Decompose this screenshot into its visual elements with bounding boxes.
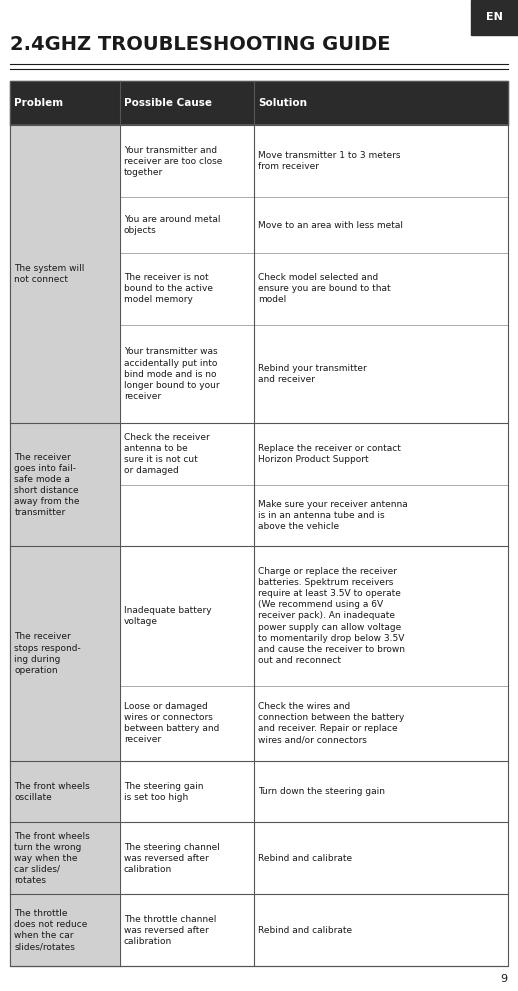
Bar [10, 423, 120, 546]
Bar [471, 0, 518, 35]
Text: Rebind your transmitter
and receiver: Rebind your transmitter and receiver [258, 364, 367, 385]
Bar [120, 125, 254, 197]
Text: The receiver is not
bound to the active
model memory: The receiver is not bound to the active … [124, 274, 213, 304]
Text: EN: EN [486, 12, 503, 23]
Bar [120, 253, 254, 325]
Text: Rebind and calibrate: Rebind and calibrate [258, 854, 352, 863]
Text: Turn down the steering gain: Turn down the steering gain [258, 787, 385, 796]
Text: Check the wires and
connection between the battery
and receiver. Repair or repla: Check the wires and connection between t… [258, 702, 405, 744]
Bar [254, 823, 508, 894]
Bar [254, 894, 508, 966]
Bar [120, 686, 254, 761]
Text: The front wheels
turn the wrong
way when the
car slides/
rotates: The front wheels turn the wrong way when… [15, 831, 90, 885]
Text: Replace the receiver or contact
Horizon Product Support: Replace the receiver or contact Horizon … [258, 444, 401, 464]
Text: The steering channel
was reversed after
calibration: The steering channel was reversed after … [124, 842, 220, 874]
Text: 2.4GHZ TROUBLESHOOTING GUIDE: 2.4GHZ TROUBLESHOOTING GUIDE [10, 35, 391, 55]
Bar [254, 125, 508, 197]
Bar [120, 823, 254, 894]
Text: The receiver
stops respond-
ing during
operation: The receiver stops respond- ing during o… [15, 632, 81, 675]
Bar [120, 546, 254, 686]
Text: The front wheels
oscillate: The front wheels oscillate [15, 782, 90, 802]
Text: The receiver
goes into fail-
safe mode a
short distance
away from the
transmitte: The receiver goes into fail- safe mode a… [15, 453, 80, 517]
Text: Loose or damaged
wires or connectors
between battery and
receiver: Loose or damaged wires or connectors bet… [124, 702, 219, 744]
Bar [10, 761, 120, 823]
Bar [254, 253, 508, 325]
Bar [120, 761, 254, 823]
Text: Move transmitter 1 to 3 meters
from receiver: Move transmitter 1 to 3 meters from rece… [258, 152, 400, 171]
Bar [10, 894, 120, 966]
Bar [254, 686, 508, 761]
Bar [120, 894, 254, 966]
Text: You are around metal
objects: You are around metal objects [124, 215, 220, 235]
Text: Check model selected and
ensure you are bound to that
model: Check model selected and ensure you are … [258, 274, 391, 304]
Text: Solution: Solution [258, 98, 307, 108]
Text: Your transmitter was
accidentally put into
bind mode and is no
longer bound to y: Your transmitter was accidentally put in… [124, 348, 219, 400]
Bar [254, 197, 508, 253]
Text: Make sure your receiver antenna
is in an antenna tube and is
above the vehicle: Make sure your receiver antenna is in an… [258, 500, 408, 531]
Bar [10, 546, 120, 761]
Bar [120, 197, 254, 253]
Bar [254, 546, 508, 686]
Text: Problem: Problem [15, 98, 64, 108]
Bar [10, 125, 120, 423]
Bar [254, 423, 508, 485]
Text: Check the receiver
antenna to be
sure it is not cut
or damaged: Check the receiver antenna to be sure it… [124, 433, 209, 476]
Text: Rebind and calibrate: Rebind and calibrate [258, 926, 352, 935]
Bar [120, 423, 254, 485]
Text: The throttle
does not reduce
when the car
slides/rotates: The throttle does not reduce when the ca… [15, 909, 88, 951]
Text: The system will
not connect: The system will not connect [15, 265, 85, 284]
Text: Possible Cause: Possible Cause [124, 98, 212, 108]
Bar [254, 761, 508, 823]
Bar [10, 81, 508, 966]
Text: Move to an area with less metal: Move to an area with less metal [258, 221, 403, 230]
Text: The throttle channel
was reversed after
calibration: The throttle channel was reversed after … [124, 915, 216, 945]
Text: The steering gain
is set too high: The steering gain is set too high [124, 782, 203, 802]
Text: Charge or replace the receiver
batteries. Spektrum receivers
require at least 3.: Charge or replace the receiver batteries… [258, 567, 405, 665]
Bar [254, 325, 508, 423]
Bar [120, 325, 254, 423]
Bar [10, 81, 508, 125]
Bar [10, 823, 120, 894]
Bar [120, 485, 254, 546]
Text: Inadequate battery
voltage: Inadequate battery voltage [124, 606, 211, 626]
Bar [254, 485, 508, 546]
Text: Your transmitter and
receiver are too close
together: Your transmitter and receiver are too cl… [124, 146, 222, 176]
Text: 9: 9 [500, 974, 508, 984]
